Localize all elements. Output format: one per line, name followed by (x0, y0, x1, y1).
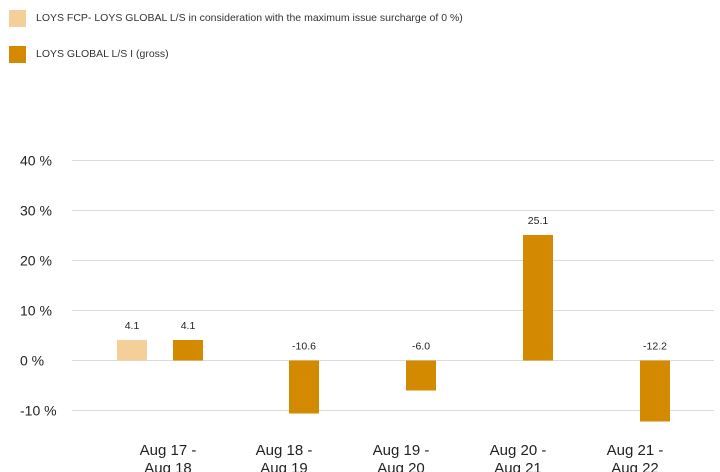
x-tick-label-line: Aug 18 (144, 460, 192, 472)
legend-item-series-2: LOYS GLOBAL L/S I (gross) (9, 45, 463, 63)
data-label: 4.1 (125, 320, 140, 332)
x-tick-label-line: Aug 17 - (140, 442, 197, 459)
y-tick-label: 40 % (20, 153, 52, 169)
bar (289, 360, 319, 414)
y-tick-label: 20 % (20, 253, 52, 269)
data-label: -12.2 (643, 341, 667, 353)
bar (523, 235, 553, 361)
y-tick-label: 30 % (20, 203, 52, 219)
legend-item-series-1: LOYS FCP- LOYS GLOBAL L/S in considerati… (9, 9, 463, 27)
y-tick-label: -10 % (20, 403, 57, 419)
x-tick-label: Aug 20 -Aug 21 (490, 442, 547, 472)
y-tick-label: 10 % (20, 303, 52, 319)
x-tick-label-line: Aug 20 (377, 460, 425, 472)
bar (640, 360, 670, 422)
bars (117, 235, 670, 422)
x-tick-label-line: Aug 20 - (490, 442, 547, 459)
bar (406, 360, 436, 391)
x-tick-label-line: Aug 21 - (607, 442, 664, 459)
y-axis-ticks: 40 % 30 % 20 % 10 % 0 % -10 % (20, 153, 57, 419)
data-label: -6.0 (412, 341, 430, 353)
x-tick-label-line: Aug 19 - (373, 442, 430, 459)
legend-label-series-1: LOYS FCP- LOYS GLOBAL L/S in considerati… (36, 12, 463, 24)
x-tick-label: Aug 19 -Aug 20 (373, 442, 430, 472)
x-tick-label: Aug 17 -Aug 18 (140, 442, 197, 472)
y-tick-label: 0 % (20, 353, 44, 369)
x-tick-label: Aug 21 -Aug 22 (607, 442, 664, 472)
x-tick-label: Aug 18 -Aug 19 (256, 442, 313, 472)
x-tick-label-line: Aug 21 (494, 460, 542, 472)
x-tick-label-line: Aug 18 - (256, 442, 313, 459)
x-tick-label-line: Aug 22 (611, 460, 659, 472)
legend-swatch-series-1 (9, 9, 26, 27)
legend-label-series-2: LOYS GLOBAL L/S I (gross) (36, 48, 169, 60)
bar (173, 340, 203, 361)
data-labels: 4.1 4.1 -10.6 -6.0 25.1 -12.2 (125, 215, 667, 353)
bar (117, 340, 147, 361)
chart-legend: LOYS FCP- LOYS GLOBAL L/S in considerati… (9, 9, 463, 81)
gridlines (72, 160, 714, 411)
data-label: 4.1 (181, 320, 196, 332)
x-tick-label-line: Aug 19 (260, 460, 308, 472)
data-label: 25.1 (528, 215, 549, 227)
legend-swatch-series-2 (9, 45, 26, 63)
data-label: -10.6 (292, 341, 316, 353)
